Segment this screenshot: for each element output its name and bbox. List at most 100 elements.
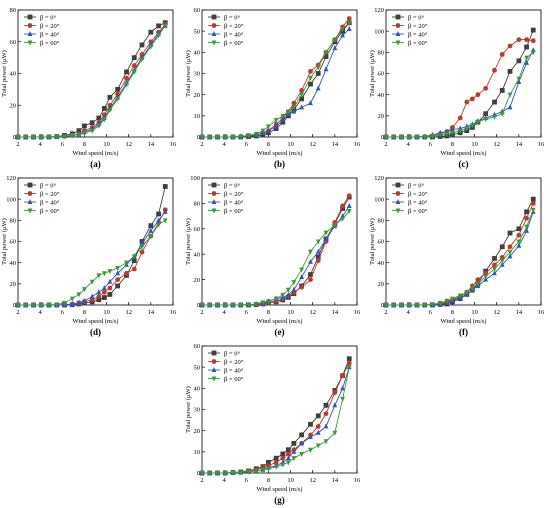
y-axis-title: Total power (μW) <box>369 218 376 265</box>
legend-label: β = 0° <box>40 14 56 21</box>
data-point <box>156 217 162 223</box>
data-point <box>238 134 244 140</box>
y-tick-label: 50 <box>194 364 201 371</box>
x-tick-label: 16 <box>538 309 545 316</box>
panel-2: 2 4 6 8 10 12 14 16 0 10 20 30 40 50 60 Wind speed (m/s… <box>185 7 361 169</box>
data-point <box>516 239 522 245</box>
legend-label: β = 60° <box>224 208 244 215</box>
y-tick-label: 40 <box>10 260 17 267</box>
y-tick-label: 80 <box>378 50 385 57</box>
data-point <box>332 45 338 51</box>
legend-marker <box>211 31 217 36</box>
data-point <box>115 283 121 289</box>
data-point <box>464 99 470 105</box>
data-point <box>308 421 313 427</box>
y-tick-label: 40 <box>194 386 201 393</box>
data-point <box>96 297 102 303</box>
data-point <box>516 232 522 238</box>
data-point <box>299 440 305 446</box>
data-point <box>315 424 321 429</box>
data-point <box>475 120 481 126</box>
data-point <box>124 260 129 266</box>
data-point <box>69 133 75 139</box>
data-point <box>266 299 271 305</box>
x-axis-title: Wind speed (m/s) <box>257 150 303 157</box>
data-point <box>131 258 137 263</box>
data-point <box>430 302 435 308</box>
y-tick-label: 0 <box>13 302 16 309</box>
y-tick-label: 0 <box>381 134 384 141</box>
y-tick-label: 40 <box>194 251 201 258</box>
data-point <box>346 356 352 362</box>
data-point <box>469 96 475 102</box>
data-point <box>492 114 497 120</box>
data-point <box>207 303 213 308</box>
x-tick-label: 14 <box>148 141 155 148</box>
data-point <box>492 256 497 261</box>
legend: β = 0° β = 20°β = 40° β = 60° <box>392 14 428 47</box>
y-tick-label: 40 <box>194 50 201 57</box>
x-tick-label: 8 <box>83 309 86 316</box>
data-point <box>107 285 113 291</box>
y-tick-label: 100 <box>6 196 16 203</box>
x-tick-label: 2 <box>16 309 19 316</box>
data-point <box>323 50 329 56</box>
x-tick-label: 16 <box>354 477 361 484</box>
data-point <box>76 128 82 134</box>
legend-label: β = 40° <box>408 199 428 206</box>
data-point <box>308 272 313 277</box>
x-tick-label: 4 <box>39 309 43 316</box>
data-point <box>414 303 420 308</box>
y-axis-title: Total power (μW) <box>185 218 192 265</box>
data-point <box>516 58 522 64</box>
data-point <box>332 390 338 395</box>
y-tick-label: 120 <box>374 7 384 14</box>
data-point <box>199 303 205 308</box>
data-point <box>530 27 536 33</box>
data-point <box>308 434 313 440</box>
data-point <box>346 16 352 21</box>
data-point <box>215 135 220 140</box>
y-tick-label: 100 <box>374 28 384 35</box>
data-point <box>96 123 102 129</box>
data-point <box>76 132 82 138</box>
legend-marker <box>395 40 401 46</box>
data-point <box>260 467 266 473</box>
data-point <box>323 402 329 408</box>
data-point <box>507 104 513 110</box>
y-tick-label: 20 <box>378 113 385 120</box>
x-tick-label: 14 <box>516 141 523 148</box>
data-point <box>124 270 129 276</box>
data-point <box>82 297 87 303</box>
data-point <box>115 86 121 92</box>
data-point <box>315 85 321 91</box>
data-point <box>457 293 463 299</box>
data-point <box>346 26 352 32</box>
x-tick-label: 10 <box>287 141 294 148</box>
data-point <box>444 298 450 304</box>
data-point <box>253 468 259 474</box>
data-point <box>131 63 137 68</box>
data-point <box>492 67 497 73</box>
legend-label: β = 60° <box>408 208 428 215</box>
panel-label: (c) <box>459 159 469 169</box>
data-point <box>308 447 313 453</box>
data-point <box>308 258 313 264</box>
data-point <box>315 429 321 435</box>
y-tick-label: 60 <box>10 39 17 46</box>
data-point <box>131 55 137 61</box>
data-point <box>483 111 489 117</box>
legend-label: β = 60° <box>224 376 244 383</box>
x-tick-label: 12 <box>309 141 316 148</box>
data-point <box>492 270 497 276</box>
data-point <box>332 222 338 228</box>
x-axis-title: Wind speed (m/s) <box>257 318 303 325</box>
data-point <box>499 52 505 57</box>
x-tick-label: 4 <box>223 309 227 316</box>
data-point <box>280 117 286 123</box>
data-point <box>131 254 137 260</box>
y-axis-title: Total power (μW) <box>1 50 8 97</box>
legend-label: β = 20° <box>224 23 244 30</box>
x-tick-label: 14 <box>516 309 523 316</box>
